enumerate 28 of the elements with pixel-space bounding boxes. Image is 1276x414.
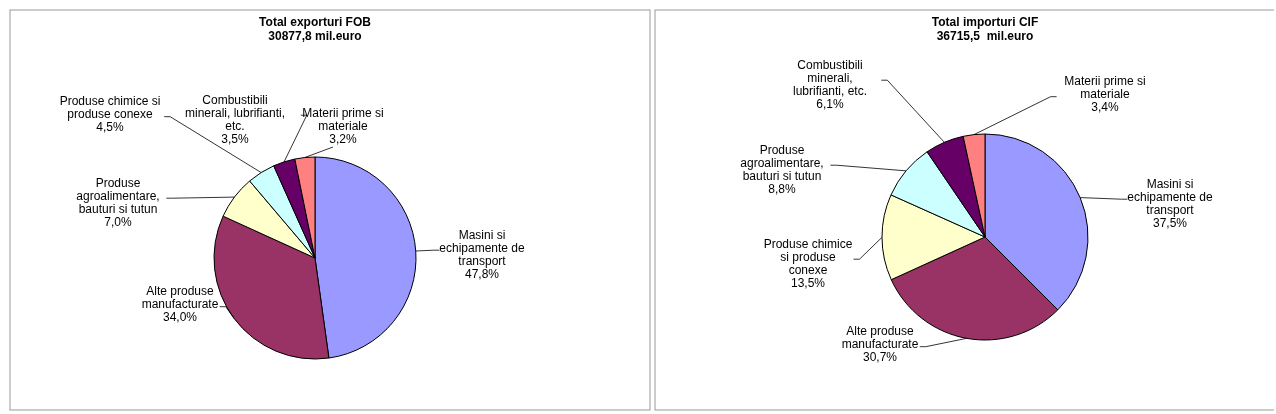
data-label: 37,5% — [1152, 215, 1188, 230]
slice-label: Materii prime si materiale — [302, 106, 384, 133]
chart-subtitle: 30877,8 mil.euro — [268, 29, 362, 43]
slice-label: Alte produse manufacturate — [141, 284, 219, 311]
slice-label: Materii prime si materiale — [1064, 74, 1146, 101]
slice-label: Produse chimice si produse conexe — [59, 94, 161, 121]
slice-label: Combustibili minerali, lubrifianti, etc. — [184, 92, 286, 133]
slice-label: Produse agroalimentare, bauturi si tutun — [76, 175, 160, 216]
data-label: 13,5% — [790, 275, 826, 290]
slice-label: Alte produse manufacturate — [841, 324, 919, 351]
slice-label: Produse chimice si produse conexe — [763, 236, 853, 277]
slice-label: Produse agroalimentare, bauturi si tutun — [740, 142, 824, 183]
data-label: 8,8% — [768, 181, 796, 196]
data-label: 47,8% — [464, 266, 500, 281]
data-label: 34,0% — [162, 310, 198, 324]
chart-subtitle: 36715,5 mil.euro — [936, 29, 1034, 43]
data-label: 6,1% — [816, 96, 844, 111]
slice-label: Masini si echipamente de transport — [1127, 176, 1214, 217]
slice-label: Combustibili minerali, lubrifianti, etc. — [792, 57, 868, 98]
chart-title: Total importuri CIF — [931, 15, 1039, 29]
data-label: 3,5% — [221, 131, 249, 146]
slice-label: Masini si echipamente de transport — [439, 227, 526, 268]
data-label: 7,0% — [104, 214, 132, 229]
data-label: 3,2% — [329, 132, 357, 146]
chart-title: Total exporturi FOB — [259, 15, 372, 29]
data-label: 30,7% — [862, 350, 898, 364]
data-label: 4,5% — [96, 120, 124, 134]
data-label: 3,4% — [1091, 100, 1119, 114]
